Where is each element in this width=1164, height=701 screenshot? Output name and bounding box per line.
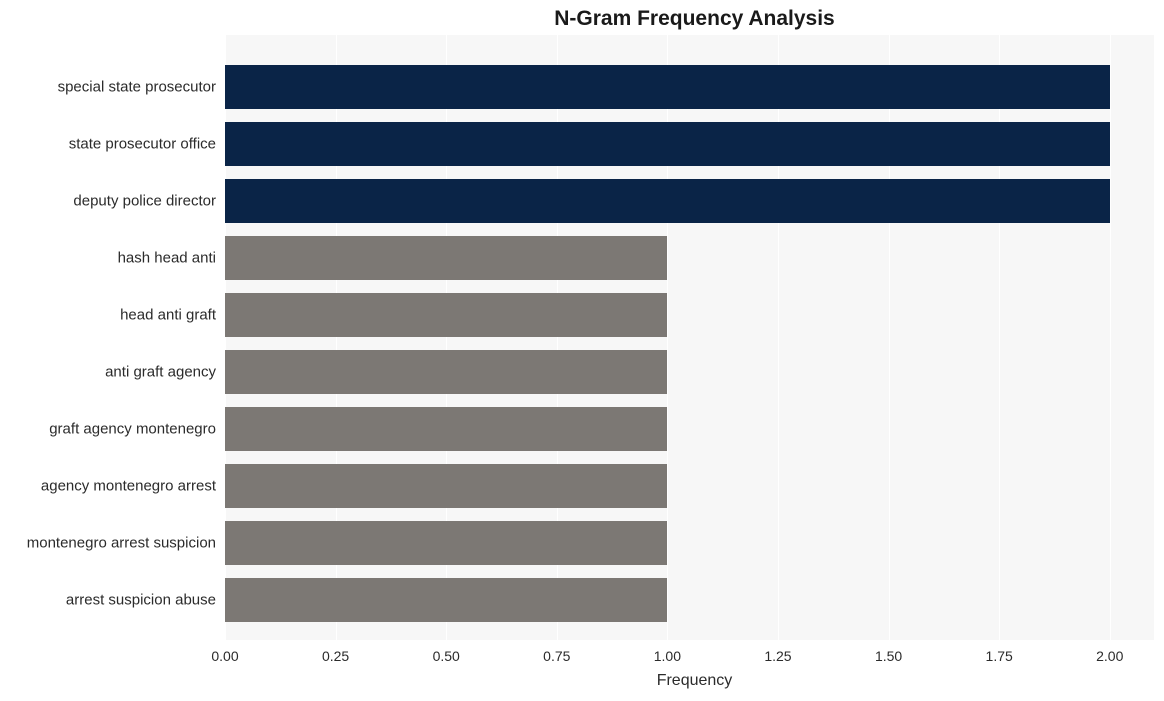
bar xyxy=(225,65,1110,109)
grid-line xyxy=(1110,35,1111,640)
bar-row xyxy=(225,65,1110,109)
y-tick-label: graft agency montenegro xyxy=(0,422,216,437)
bar-row xyxy=(225,122,1110,166)
bar-row xyxy=(225,179,1110,223)
y-tick-label: deputy police director xyxy=(0,194,216,209)
bar xyxy=(225,521,667,565)
bar xyxy=(225,578,667,622)
x-axis-label: Frequency xyxy=(0,672,1164,690)
bar-row xyxy=(225,293,667,337)
y-tick-label: agency montenegro arrest xyxy=(0,479,216,494)
bar xyxy=(225,407,667,451)
y-tick-label: hash head anti xyxy=(0,251,216,266)
bar xyxy=(225,350,667,394)
y-tick-label: special state prosecutor xyxy=(0,80,216,95)
bar-row xyxy=(225,464,667,508)
bar xyxy=(225,464,667,508)
y-tick-label: state prosecutor office xyxy=(0,137,216,152)
bar xyxy=(225,122,1110,166)
bar xyxy=(225,179,1110,223)
bar xyxy=(225,236,667,280)
y-tick-label: montenegro arrest suspicion xyxy=(0,536,216,551)
bar-row xyxy=(225,578,667,622)
chart-plot-area xyxy=(225,35,1154,640)
x-tick-label: 1.50 xyxy=(875,648,902,664)
y-tick-label: anti graft agency xyxy=(0,365,216,380)
chart-title: N-Gram Frequency Analysis xyxy=(0,7,1164,31)
x-tick-label: 0.50 xyxy=(433,648,460,664)
x-tick-label: 2.00 xyxy=(1096,648,1123,664)
bar-row xyxy=(225,407,667,451)
y-tick-label: arrest suspicion abuse xyxy=(0,593,216,608)
x-tick-label: 0.75 xyxy=(543,648,570,664)
bar-row xyxy=(225,236,667,280)
x-tick-label: 1.75 xyxy=(986,648,1013,664)
x-tick-label: 1.00 xyxy=(654,648,681,664)
bar-row xyxy=(225,350,667,394)
x-tick-label: 0.00 xyxy=(211,648,238,664)
bar-row xyxy=(225,521,667,565)
x-tick-label: 1.25 xyxy=(764,648,791,664)
bar xyxy=(225,293,667,337)
ngram-chart: N-Gram Frequency Analysis special state … xyxy=(0,0,1164,701)
x-tick-label: 0.25 xyxy=(322,648,349,664)
y-tick-label: head anti graft xyxy=(0,308,216,323)
